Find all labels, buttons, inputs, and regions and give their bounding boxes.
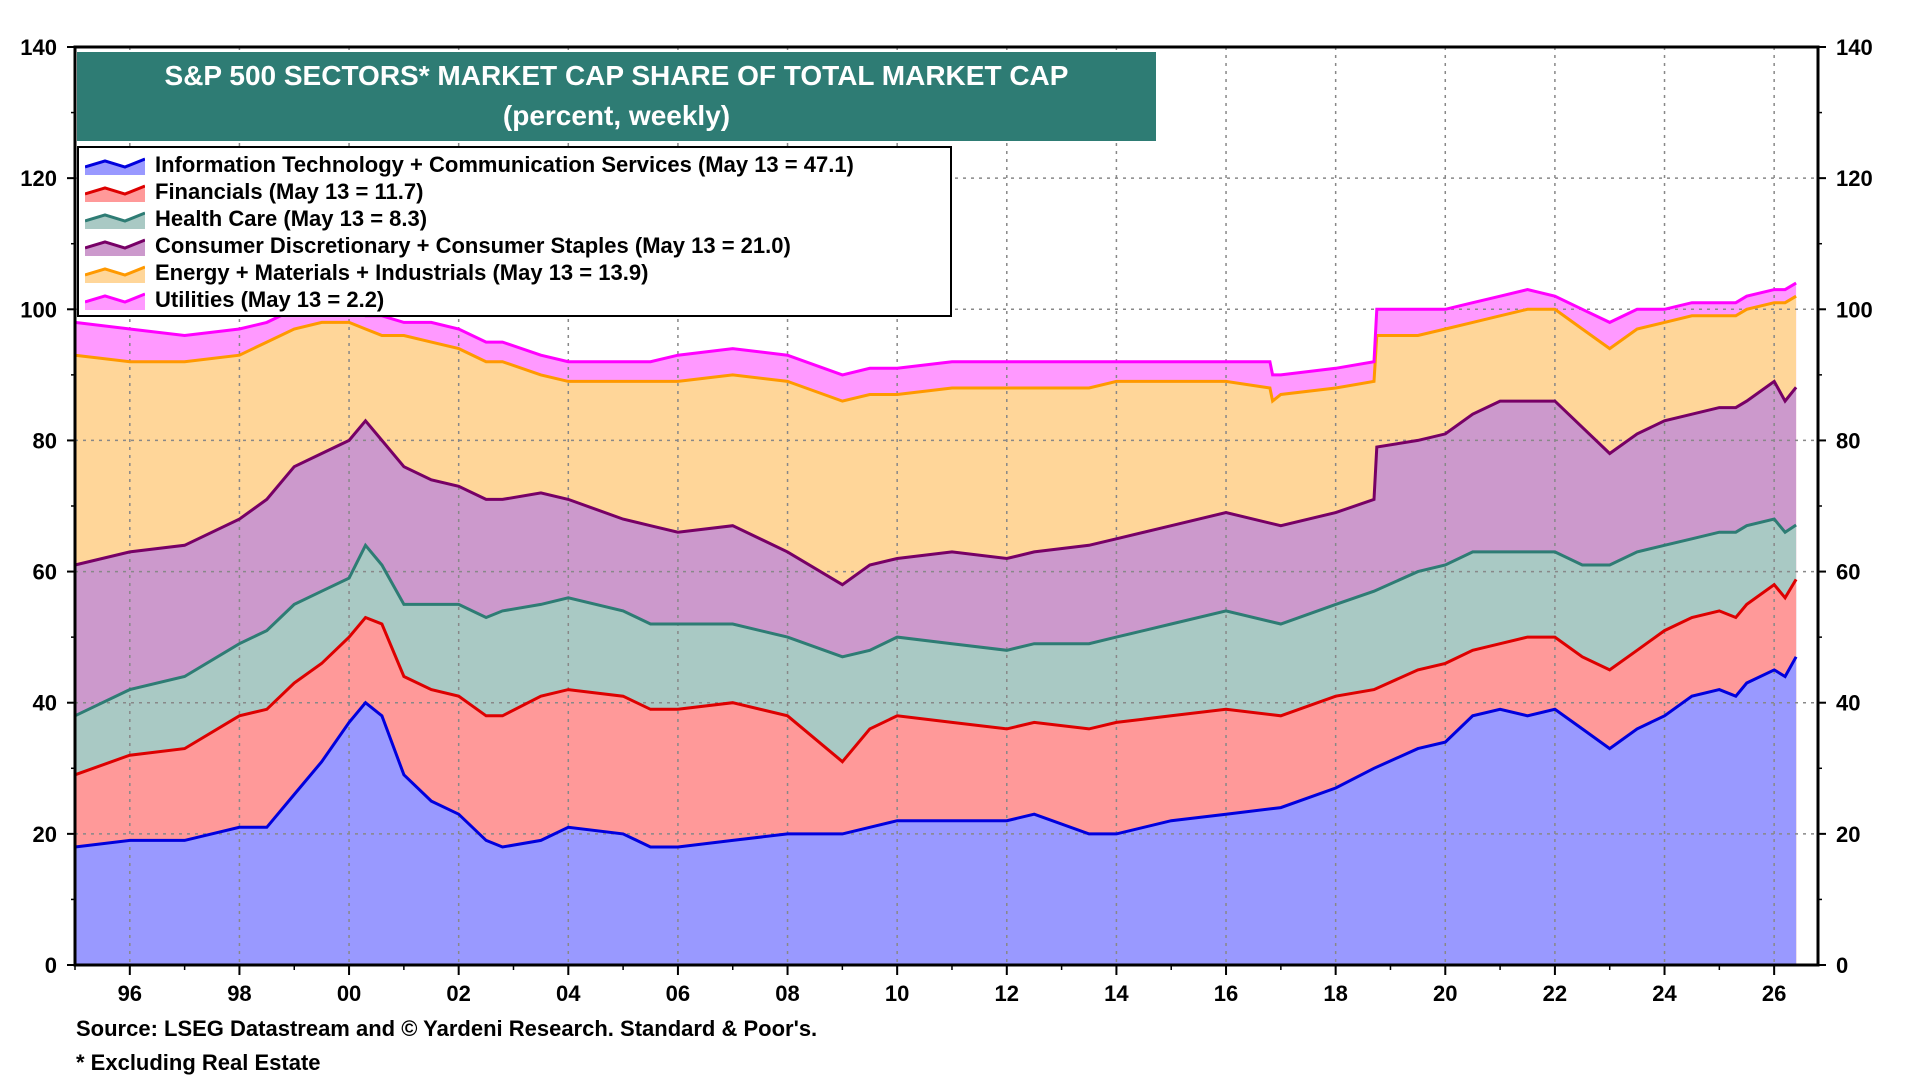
y-tick-label-right: 140 — [1836, 35, 1873, 60]
legend-swatch — [84, 155, 146, 175]
x-tick-label: 02 — [446, 981, 470, 1006]
x-tick-label: 98 — [227, 981, 251, 1006]
legend-item: Financials (May 13 = 11.7) — [79, 178, 950, 205]
y-tick-label-right: 40 — [1836, 691, 1860, 716]
legend-item: Energy + Materials + Industrials (May 13… — [79, 259, 950, 286]
x-tick-label: 22 — [1543, 981, 1567, 1006]
x-tick-label: 12 — [995, 981, 1019, 1006]
source-note: Source: LSEG Datastream and © Yardeni Re… — [76, 1016, 818, 1041]
y-tick-label-right: 80 — [1836, 428, 1860, 453]
y-tick-label-right: 20 — [1836, 822, 1860, 847]
legend-label: Financials (May 13 = 11.7) — [155, 178, 424, 204]
y-tick-label-right: 120 — [1836, 166, 1873, 191]
x-tick-label: 26 — [1762, 981, 1786, 1006]
line-series-3 — [74, 379, 1798, 587]
y-tick-label-right: 60 — [1836, 560, 1860, 585]
legend-swatch — [84, 263, 146, 283]
x-tick-label: 10 — [885, 981, 909, 1006]
legend: Information Technology + Communication S… — [77, 146, 952, 317]
legend-item: Utilities (May 13 = 2.2) — [79, 286, 950, 313]
legend-label: Consumer Discretionary + Consumer Staple… — [155, 232, 791, 258]
y-tick-label-left: 80 — [33, 428, 57, 453]
x-tick-label: 24 — [1652, 981, 1677, 1006]
y-tick-label-left: 40 — [33, 691, 57, 716]
y-tick-label-right: 0 — [1836, 953, 1848, 978]
legend-label: Energy + Materials + Industrials (May 13… — [155, 259, 649, 285]
y-tick-label-left: 120 — [20, 166, 57, 191]
legend-label: Utilities (May 13 = 2.2) — [155, 286, 385, 312]
legend-swatch — [84, 209, 146, 229]
x-tick-label: 96 — [118, 981, 142, 1006]
legend-item: Consumer Discretionary + Consumer Staple… — [79, 232, 950, 259]
x-tick-label: 06 — [666, 981, 690, 1006]
line-series-4 — [74, 294, 1797, 404]
y-tick-label-right: 100 — [1836, 297, 1873, 322]
legend-swatch — [84, 182, 146, 202]
y-axis: 0 0 20 20 40 40 60 60 80 80 100 100 120 120 140 140 — [20, 35, 1872, 978]
legend-swatch — [84, 290, 146, 310]
line-series-0 — [74, 656, 1798, 849]
legend-item: Health Care (May 13 = 8.3) — [79, 205, 950, 232]
line-series-1 — [74, 578, 1798, 777]
y-tick-label-left: 60 — [33, 560, 57, 585]
x-tick-label: 08 — [775, 981, 799, 1006]
y-tick-label-left: 100 — [20, 297, 57, 322]
y-tick-label-left: 140 — [20, 35, 57, 60]
legend-label: Information Technology + Communication S… — [155, 151, 854, 177]
chart-title-box: S&P 500 SECTORS* MARKET CAP SHARE OF TOT… — [77, 52, 1156, 141]
chart-title: S&P 500 SECTORS* MARKET CAP SHARE OF TOT… — [164, 60, 1069, 91]
series-areas — [75, 283, 1797, 966]
footnote: * Excluding Real Estate — [76, 1050, 321, 1075]
legend-item: Information Technology + Communication S… — [79, 151, 950, 178]
x-tick-label: 16 — [1214, 981, 1238, 1006]
legend-label: Health Care (May 13 = 8.3) — [155, 205, 428, 231]
x-tick-label: 00 — [337, 981, 361, 1006]
x-axis: 96 98 00 02 04 06 08 10 12 14 16 18 20 22 24 26 — [74, 965, 1786, 1006]
y-tick-label-left: 0 — [45, 953, 57, 978]
area-series-0 — [75, 656, 1797, 965]
x-tick-label: 04 — [556, 981, 581, 1006]
y-tick-label-left: 20 — [33, 822, 57, 847]
line-series-2 — [74, 517, 1797, 718]
x-tick-label: 20 — [1433, 981, 1457, 1006]
chart-subtitle: (percent, weekly) — [502, 100, 731, 131]
legend-swatch — [84, 236, 146, 256]
x-tick-label: 18 — [1323, 981, 1347, 1006]
x-tick-label: 14 — [1104, 981, 1129, 1006]
